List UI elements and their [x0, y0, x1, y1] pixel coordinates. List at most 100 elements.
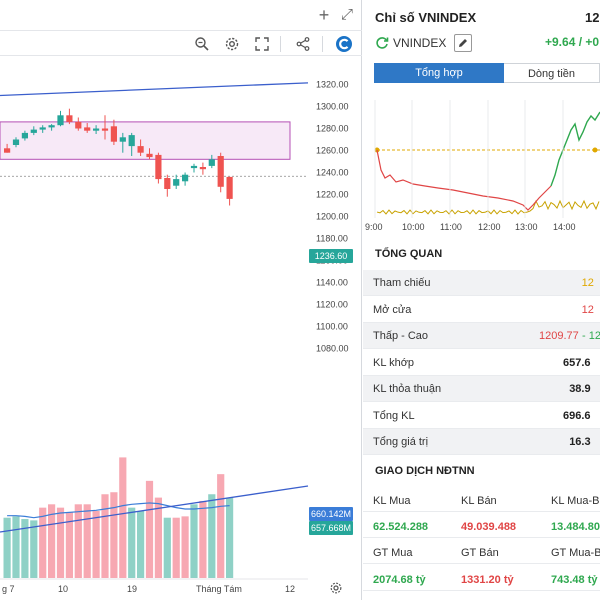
support-zone: [0, 121, 291, 160]
share-icon[interactable]: [292, 33, 314, 55]
index-price: 12: [585, 10, 600, 25]
volume-bar: [128, 507, 136, 578]
volume-bar: [30, 520, 38, 578]
foreign-col-head: GT Mua-B: [551, 547, 600, 559]
y-tick-label: 1200.00: [316, 212, 349, 222]
row-divider: [363, 563, 600, 564]
chart-panel: + ⤢ 1320.00 1300.00 1280.00 1260.00 1240.00 1…: [0, 0, 362, 600]
intraday-price-up: [550, 111, 600, 187]
edit-button[interactable]: [454, 34, 473, 52]
foreign-trading-title: GIAO DỊCH NĐTNN: [375, 465, 475, 477]
candle-body: [119, 137, 126, 142]
y-tick-label: 1100.00: [316, 322, 348, 332]
intraday-x-tick: 10:00: [402, 222, 425, 232]
overview-label: Mở cửa: [373, 303, 412, 316]
reference-dot: [592, 147, 598, 153]
overview-label: KL thỏa thuận: [373, 383, 442, 395]
candle-body: [110, 126, 117, 142]
fullscreen-icon[interactable]: [251, 33, 273, 55]
y-tick-label: 1320.00: [316, 80, 349, 90]
overview-value: 657.6: [563, 356, 591, 369]
candle-body: [208, 159, 215, 166]
volume-bar: [56, 507, 65, 578]
foreign-col-value: 13.484.80: [551, 521, 600, 533]
volume-bar: [74, 504, 82, 578]
x-tick-label: 12: [285, 584, 295, 594]
volume-bar: [181, 516, 189, 578]
y-tick-label: 1140.00: [316, 278, 348, 288]
candlestick-chart[interactable]: 1320.00 1300.00 1280.00 1260.00 1240.00 1220.…: [0, 56, 362, 600]
y-tick-label: 1120.00: [316, 300, 348, 310]
overview-value: 1209.77: [539, 330, 579, 342]
candle-body: [173, 179, 180, 186]
volume-bar: [217, 474, 225, 578]
info-tabs: Tổng hợp Dòng tiền: [374, 63, 600, 83]
y-tick-label: 1240.00: [316, 168, 349, 178]
foreign-col-value: 49.039.488: [461, 521, 517, 533]
overview-label: Thấp - Cao: [373, 330, 429, 342]
brand-logo-icon[interactable]: [333, 33, 355, 55]
overview-label: Tổng giá trị: [373, 436, 429, 448]
overview-label: Tham chiếu: [373, 277, 431, 289]
overview-row: Tổng giá trị 16.3: [363, 429, 600, 455]
candle-body: [4, 148, 11, 153]
overview-row: KL thỏa thuận 38.9: [363, 376, 600, 402]
candle-body: [226, 176, 233, 199]
volume-bar: [21, 519, 29, 578]
gear-icon[interactable]: [221, 33, 243, 55]
overview-row: Thấp - Cao - 12 1209.77: [363, 323, 600, 349]
tab-money-flow[interactable]: Dòng tiền: [504, 63, 600, 83]
candle-body: [190, 165, 198, 169]
foreign-col-head: KL Mua-B: [551, 495, 600, 507]
index-title: Chỉ số VNINDEX: [375, 10, 477, 25]
volume-bar: [119, 457, 127, 578]
symbol-row: VNINDEX: [375, 34, 473, 52]
volume-bar: [190, 504, 198, 578]
x-tick-label: g 7: [2, 584, 15, 594]
window-controls: + ⤢: [0, 0, 362, 30]
volume-bar: [110, 492, 118, 578]
candle-body: [199, 167, 206, 170]
intraday-price-down: [376, 149, 552, 211]
zoom-icon[interactable]: [191, 33, 213, 55]
refresh-icon[interactable]: [375, 36, 389, 50]
overview-value-high: - 12: [582, 330, 600, 342]
foreign-col-value: 743.48 tỷ: [551, 574, 598, 586]
toolbar-divider: [280, 36, 281, 52]
tab-summary[interactable]: Tổng hợp: [374, 63, 504, 83]
overview-row: Tham chiếu 12: [363, 270, 600, 296]
y-tick-label: 1180.00: [316, 234, 348, 244]
volume-ma-line: [7, 502, 230, 519]
candle-body: [164, 178, 171, 189]
overview-label: KL khớp: [373, 356, 415, 369]
candle-body: [84, 127, 91, 131]
foreign-col-head: GT Mua: [373, 547, 413, 559]
candle-body: [146, 153, 153, 158]
volume-bar: [83, 504, 91, 578]
settings-gear-icon[interactable]: [329, 581, 343, 595]
overview-value: 38.9: [569, 383, 591, 395]
intraday-x-tick: 12:00: [478, 222, 501, 232]
volume-bar: [101, 494, 109, 578]
expand-icon[interactable]: ⤢: [340, 6, 353, 23]
trend-line-volume: [0, 485, 309, 533]
volume-bar: [226, 497, 234, 578]
overview-row: KL khớp 657.6: [363, 350, 600, 376]
intraday-x-tick: 9:00: [365, 222, 383, 232]
volume-bar: [154, 497, 162, 578]
volume-bar: [65, 512, 73, 578]
y-tick-label: 1260.00: [316, 146, 349, 156]
pencil-icon: [459, 39, 468, 47]
symbol-label: VNINDEX: [393, 36, 447, 50]
overview-value: 12: [581, 277, 594, 289]
foreign-col-value: 2074.68 tỷ: [373, 574, 426, 586]
y-tick-label: 1280.00: [316, 124, 349, 134]
volume-bar: [199, 500, 207, 578]
volume-tag: 660.142M: [309, 507, 353, 521]
index-change: +9.64 / +0: [545, 35, 600, 49]
candle-body: [137, 146, 144, 153]
add-icon[interactable]: +: [318, 5, 330, 25]
foreign-col-value: 62.524.288: [373, 521, 429, 533]
candle-body: [39, 127, 46, 130]
